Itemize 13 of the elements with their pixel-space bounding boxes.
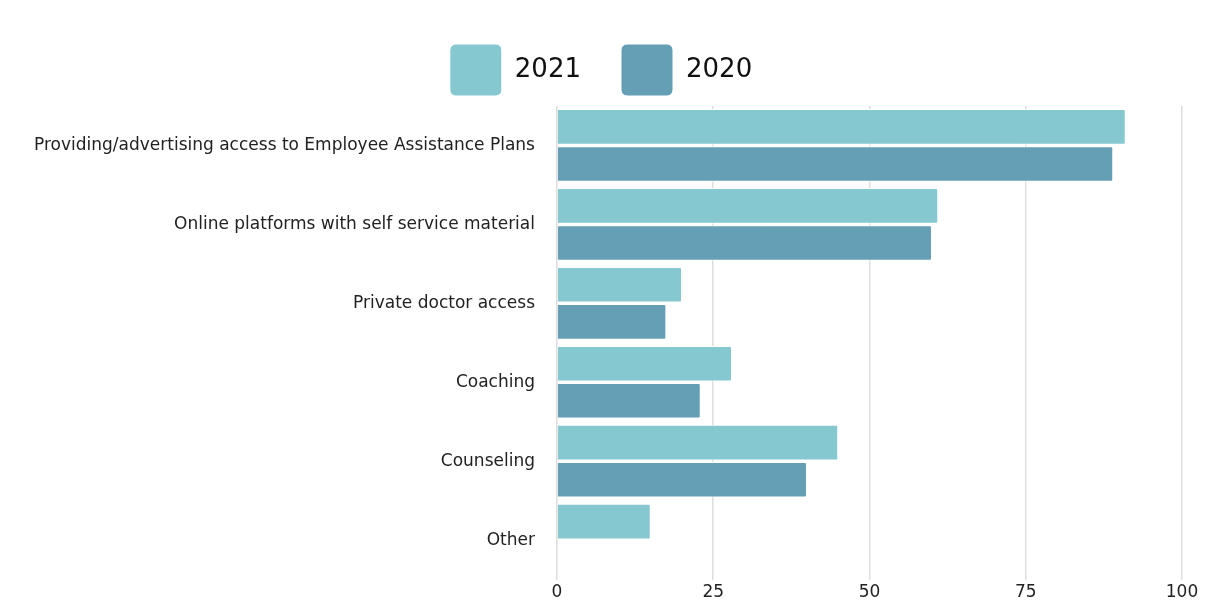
y-tick-label: Online platforms with self service material bbox=[174, 212, 535, 233]
y-tick-label: Coaching bbox=[455, 370, 535, 391]
x-tick-label: 75 bbox=[1014, 581, 1037, 602]
legend-label: 2020 bbox=[686, 52, 753, 83]
x-tick-label: 50 bbox=[858, 581, 881, 602]
y-tick-label: Other bbox=[486, 528, 535, 549]
y-tick-label: Counseling bbox=[440, 449, 535, 470]
legend-label: 2021 bbox=[514, 52, 581, 83]
x-tick-label: 25 bbox=[702, 581, 725, 602]
y-tick-label: Private doctor access bbox=[353, 291, 536, 312]
y-tick-label: Providing/advertising access to Employee Assistance Plans bbox=[33, 133, 536, 154]
x-tick-label: 100 bbox=[1165, 581, 1199, 602]
x-tick-label: 0 bbox=[551, 581, 563, 602]
